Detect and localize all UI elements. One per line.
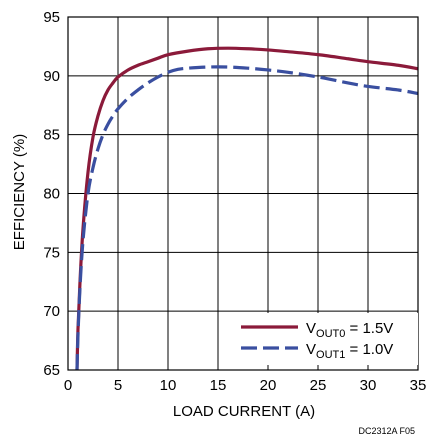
figure-code: DC2312A F05: [358, 426, 415, 436]
legend-label: VOUT0 = 1.5V: [306, 320, 393, 340]
series-line-out0: [75, 46, 418, 370]
y-tick-label: 65: [43, 362, 60, 379]
y-tick-label: 70: [43, 303, 60, 320]
plot-frame: [67, 16, 419, 371]
series-lines: [75, 46, 418, 370]
x-tick-label: 10: [160, 377, 177, 394]
x-tick-labels: 0 5 10 15 20 25 30 35: [64, 377, 427, 394]
x-tick-label: 30: [360, 377, 377, 394]
x-tick-label: 35: [410, 377, 427, 394]
x-axis-title: LOAD CURRENT (A): [173, 403, 315, 420]
y-tick-label: 85: [43, 127, 60, 144]
x-tick-label: 5: [114, 377, 122, 394]
y-axis-title: EFFICIENCY (%): [11, 134, 28, 250]
y-tick-label: 80: [43, 186, 60, 203]
legend-label: VOUT1 = 1.0V: [306, 341, 393, 361]
y-tick-labels: 65 70 75 80 85 90 95: [43, 9, 60, 379]
x-tick-label: 20: [260, 377, 277, 394]
x-tick-label: 0: [64, 377, 72, 394]
x-tick-label: 25: [310, 377, 327, 394]
series-line-out1: [75, 65, 418, 370]
grid: [67, 16, 419, 371]
x-tick-label: 15: [210, 377, 227, 394]
legend-box: [235, 313, 418, 365]
y-tick-label: 75: [43, 244, 60, 261]
y-tick-label: 95: [43, 9, 60, 26]
y-tick-label: 90: [43, 68, 60, 85]
